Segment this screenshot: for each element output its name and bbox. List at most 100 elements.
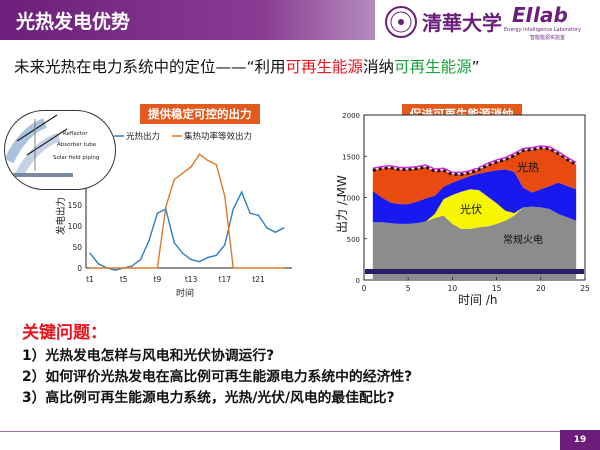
left-data-point [249,267,251,269]
left-data-point [232,208,235,210]
left-data-point [240,267,243,269]
left-data-point [215,163,218,166]
left-data-point [106,267,108,269]
left-data-point [173,241,176,244]
left-data-point [148,267,150,269]
left-x-tick-label: t21 [252,275,265,284]
left-x-axis-label: 时间 [176,287,194,299]
subtitle-accent-2: 可再生能源 [394,58,472,76]
logo-area: 清華大学 EIlab Energy Intelligence Laborator… [382,2,598,42]
left-data-point [165,208,167,210]
label-thermal: 常规火电 [503,233,543,246]
right-chart-areas [372,148,577,280]
left-data-point [257,267,260,269]
left-data-point [139,258,142,261]
left-y-tick-label: 100 [68,222,83,231]
label-pv: 光伏 [460,202,482,216]
left-data-point [224,195,226,198]
left-y-tick-label: 0 [77,264,82,273]
left-data-point [131,267,133,269]
legend-label-heat: 集热功率等效出力 [184,131,252,142]
diagram-label-reflector: Reflector [63,131,88,137]
left-data-point [240,191,243,193]
left-data-point [207,159,209,162]
left-data-point [173,178,176,181]
label-wind: 风电 [457,157,479,170]
right-y-axis-label: 出力 / MW [335,175,349,233]
left-y-tick-label: 50 [72,243,82,252]
right-x-ticks: 0 5 10 15 20 25 [362,277,590,293]
right-x-tick-label: 0 [362,284,367,293]
left-x-tick-label: t5 [120,275,128,284]
lab-subtitle-cn: 智能能源实验室 [530,35,566,41]
series-line-heat-equivalent [90,153,284,269]
question-item: 1）光热发电怎样与风电和光伏协调运行? [22,348,275,364]
right-chart: 0 500 1000 1500 2000 0 5 10 15 20 25 风电 光热 光伏 常规火… [335,112,590,307]
left-data-point [224,244,226,246]
right-x-tick-label: 20 [536,284,546,293]
left-x-tick-label: t13 [185,275,198,284]
page-number: 19 [560,430,600,450]
left-data-point [131,265,133,267]
left-data-point [215,254,218,257]
diagram-label-absorber: Absorber tube [57,142,97,148]
left-data-point [114,269,117,271]
left-data-point [190,258,192,261]
left-data-point [282,267,285,269]
left-data-point [97,262,100,265]
left-data-point [249,212,251,215]
right-y-ticks: 0 500 1000 1500 2000 [342,112,367,285]
left-data-point [114,267,117,269]
right-y-tick-label: 1500 [342,153,360,161]
key-questions-title: 关键问题： [22,323,107,343]
area-wind [372,169,577,224]
left-data-point [148,239,150,242]
subtitle-prefix: 未来光热在电力系统中的定位——“利用 [14,58,286,76]
base-band [365,269,584,274]
total-load-dashed-line [372,146,577,176]
parabolic-trough-diagram: Reflector Absorber tube Solar field pipi… [4,110,116,190]
left-data-point [266,227,268,229]
left-data-point [274,231,277,233]
right-y-tick-label: 500 [347,236,360,244]
right-y-tick-label: 0 [356,277,360,285]
slide-title: 光热发电优势 [16,11,131,33]
left-x-tick-label: t9 [154,275,162,284]
label-csp: 光热 [517,160,539,174]
tsinghua-seal-icon [385,6,417,38]
series-line-csp-output [89,190,285,271]
question-item: 3）高比例可再生能源电力系统，光热/光伏/风电的最佳配比? [22,390,395,406]
left-data-point [274,267,277,269]
right-y-tick-label: 2000 [342,112,360,120]
left-data-point [122,267,125,269]
area-csp [372,148,577,205]
diagram-label-piping: Solar field piping [53,155,100,161]
left-data-point [257,214,260,217]
right-y-tick-label: 1000 [342,195,360,203]
left-data-point [232,267,235,269]
footer-divider [0,431,560,432]
left-data-point [89,252,91,255]
right-x-tick-label: 10 [448,284,458,293]
university-logo-text: 清華大学 [422,11,502,35]
question-item: 2）如何评价光热发电在高比例可再生能源电力系统中的经济性? [22,369,413,385]
left-y-tick-label: 150 [68,201,83,210]
left-data-point [181,252,184,255]
total-load-outline [372,145,577,174]
subtitle-accent-1: 可再生能源 [285,58,364,76]
subtitle: 未来光热在电力系统中的定位——“利用可再生能源消纳可再生能源” [14,55,480,77]
right-x-tick-label: 15 [492,284,502,293]
subtitle-middle: 消纳 [363,58,395,76]
left-data-point [181,172,184,174]
left-data-point [190,166,192,168]
right-x-tick-label: 25 [580,284,590,293]
left-data-point [198,153,201,156]
lab-subtitle-en: Energy Intelligence Laboratory [504,27,582,33]
legend-label-csp: 光热出力 [126,131,160,142]
left-x-ticks: t1 t5 t9 t13 t17 t21 [86,275,265,284]
area-pv [372,189,577,229]
left-data-point [198,260,201,263]
left-chart-points [89,153,285,271]
area-thermal [372,206,577,280]
